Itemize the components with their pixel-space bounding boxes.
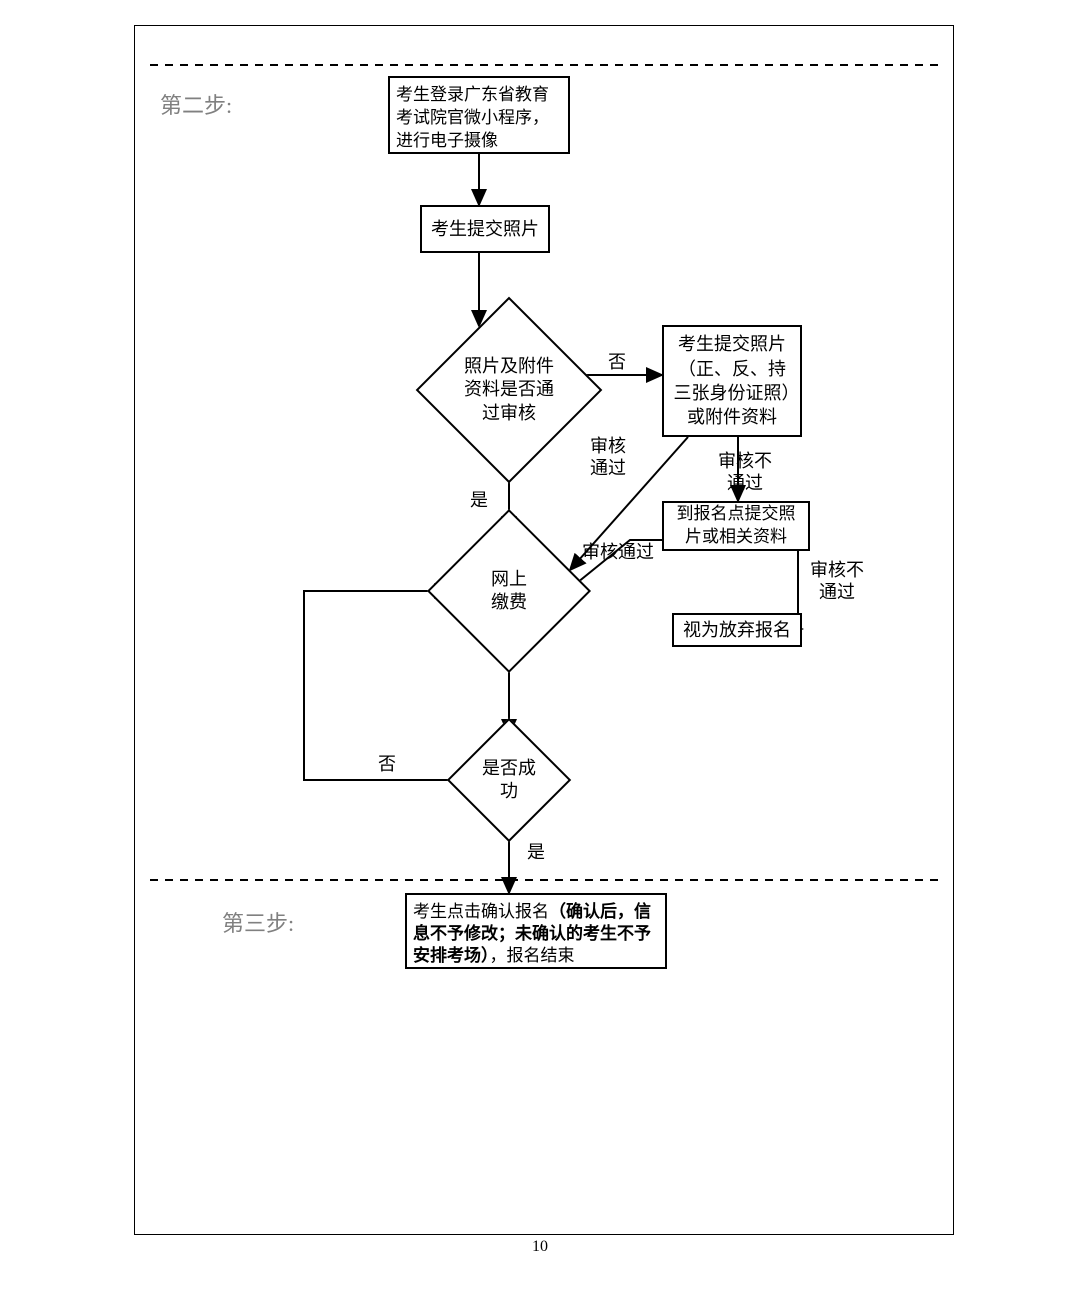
- node-resubmit: 考生提交照片（正、反、持三张身份证照）或附件资料: [662, 325, 802, 437]
- edge-success-loop: [304, 591, 464, 780]
- node-giveup: 视为放弃报名: [672, 613, 802, 647]
- page-number: 10: [532, 1238, 548, 1256]
- node-payment-text: 网上 缴费: [491, 568, 527, 615]
- label-yes2: 是: [527, 842, 545, 864]
- node-success-text: 是否成 功: [482, 757, 536, 804]
- node-confirm: 考生点击确认报名（确认后，信息不予修改；未确认的考生不予安排考场），报名结束: [405, 893, 667, 969]
- node-offline: 到报名点提交照片或相关资料: [662, 501, 810, 551]
- confirm-post: ，报名结束: [490, 946, 575, 965]
- label-pass2: 审核通过: [582, 542, 654, 564]
- node-submit: 考生提交照片: [420, 205, 550, 253]
- node-payment: 网上 缴费: [451, 533, 567, 649]
- label-no2: 否: [378, 754, 396, 776]
- flow-edges: [0, 0, 1080, 1311]
- label-no1: 否: [608, 352, 626, 374]
- label-fail2: 审核不 通过: [810, 560, 864, 603]
- node-login: 考生登录广东省教育考试院官微小程序，进行电子摄像: [388, 76, 570, 154]
- label-fail1: 审核不 通过: [718, 451, 772, 494]
- confirm-pre: 考生点击确认报名: [413, 902, 549, 921]
- label-pass1: 审核 通过: [590, 436, 626, 479]
- node-review-text: 照片及附件 资料是否通 过审核: [464, 355, 554, 425]
- node-success: 是否成 功: [465, 736, 553, 824]
- label-yes1: 是: [470, 490, 488, 512]
- node-review: 照片及附件 资料是否通 过审核: [443, 324, 575, 456]
